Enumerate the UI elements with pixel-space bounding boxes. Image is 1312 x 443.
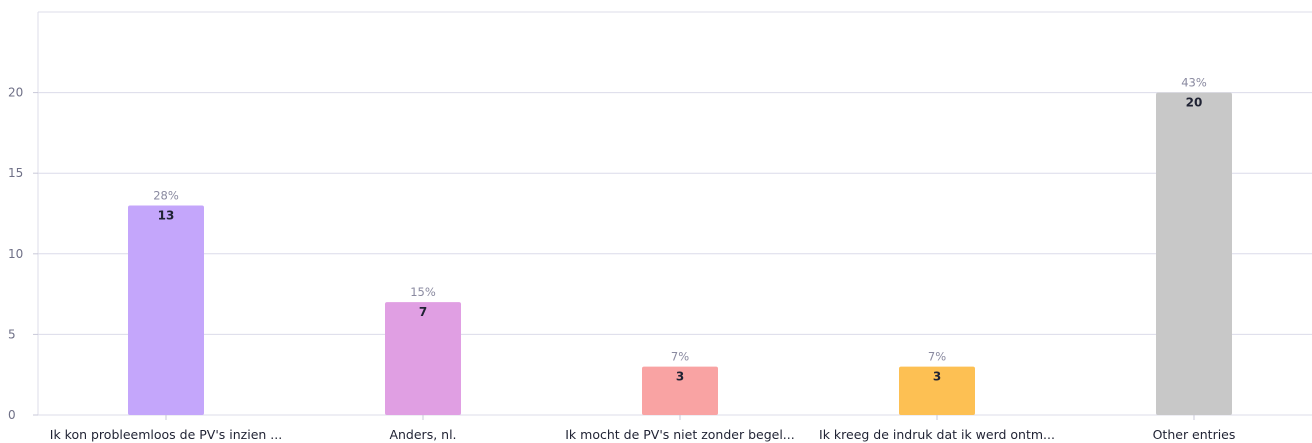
bar[interactable] xyxy=(899,366,975,415)
y-tick-label: 20 xyxy=(8,86,23,100)
bar[interactable] xyxy=(1156,92,1232,415)
bar-percent-label: 7% xyxy=(671,350,689,364)
bars xyxy=(128,92,1232,415)
bar-value-label: 7 xyxy=(419,305,427,319)
bar-value-label: 3 xyxy=(676,370,684,384)
x-tick-label: Ik kreeg de indruk dat ik werd ontm... xyxy=(819,427,1055,442)
x-tick-label: Other entries xyxy=(1153,427,1236,442)
x-axis-ticks: Ik kon probleemloos de PV's inzien ... An… xyxy=(50,415,1236,442)
bar-percent-label: 7% xyxy=(928,350,946,364)
bar-labels: 28% 13 15% 7 7% 3 7% 3 43% 20 xyxy=(153,76,1207,384)
y-tick-label: 15 xyxy=(8,166,23,180)
bar-value-label: 3 xyxy=(933,370,941,384)
x-tick-label: Ik kon probleemloos de PV's inzien ... xyxy=(50,427,282,442)
y-tick-label: 0 xyxy=(8,408,16,422)
y-tick-label: 10 xyxy=(8,247,23,261)
bar[interactable] xyxy=(642,366,718,415)
bar-percent-label: 43% xyxy=(1181,76,1207,90)
bar-value-label: 20 xyxy=(1186,96,1203,110)
y-axis-ticks: 0 5 10 15 20 xyxy=(8,86,38,422)
bar-value-label: 13 xyxy=(158,208,175,222)
bar-percent-label: 28% xyxy=(153,188,179,202)
bar[interactable] xyxy=(128,205,204,415)
y-tick-label: 5 xyxy=(8,327,16,341)
x-tick-label: Anders, nl. xyxy=(389,427,456,442)
bar-percent-label: 15% xyxy=(410,285,436,299)
x-tick-label: Ik mocht de PV's niet zonder begel... xyxy=(565,427,794,442)
bar[interactable] xyxy=(385,302,461,415)
